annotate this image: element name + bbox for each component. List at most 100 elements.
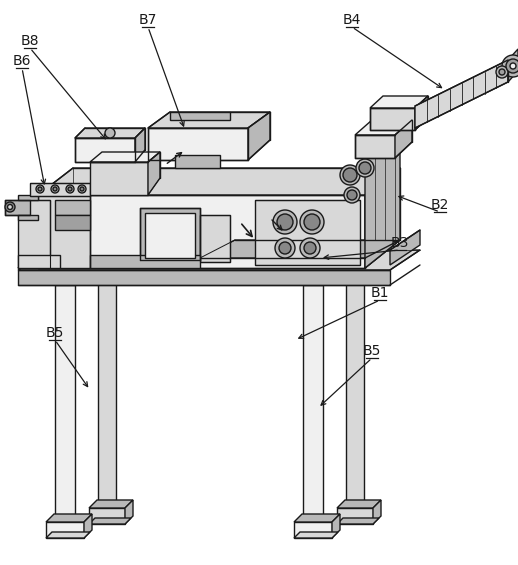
Polygon shape [90,255,200,268]
Polygon shape [55,215,90,230]
Polygon shape [255,200,360,265]
Text: B5: B5 [46,326,64,340]
Circle shape [359,162,371,174]
Polygon shape [365,125,415,150]
Polygon shape [415,60,508,128]
Polygon shape [148,112,270,128]
Circle shape [66,185,74,193]
Polygon shape [337,500,381,508]
Circle shape [38,187,42,191]
Polygon shape [135,128,145,162]
Circle shape [496,66,508,78]
Polygon shape [90,152,160,162]
Polygon shape [294,514,340,522]
Polygon shape [294,522,332,538]
Polygon shape [248,112,270,160]
Polygon shape [200,240,400,258]
Polygon shape [148,152,160,195]
Polygon shape [365,168,400,268]
Polygon shape [18,255,60,268]
Polygon shape [508,49,518,82]
Polygon shape [355,120,412,135]
Polygon shape [89,500,133,508]
Circle shape [5,202,15,212]
Polygon shape [18,195,38,200]
Circle shape [502,55,518,77]
Polygon shape [46,514,92,522]
Circle shape [347,190,357,200]
Polygon shape [55,285,75,522]
Circle shape [273,210,297,234]
Circle shape [105,128,115,138]
Polygon shape [355,135,395,158]
Circle shape [7,205,12,210]
Polygon shape [46,522,84,538]
Polygon shape [148,128,248,160]
Polygon shape [75,128,145,138]
Circle shape [506,59,518,73]
Text: B1: B1 [371,286,389,300]
Circle shape [304,214,320,230]
Circle shape [510,63,516,69]
Polygon shape [303,285,323,522]
Polygon shape [90,162,148,195]
Polygon shape [170,112,230,120]
Polygon shape [370,96,428,108]
Circle shape [36,185,44,193]
Polygon shape [145,213,195,258]
Polygon shape [89,508,125,524]
Polygon shape [200,215,230,262]
Polygon shape [18,262,66,268]
Circle shape [78,185,86,193]
Polygon shape [395,120,412,158]
Polygon shape [38,195,365,268]
Text: B2: B2 [431,198,449,212]
Polygon shape [18,250,420,270]
Circle shape [275,238,295,258]
Circle shape [343,168,357,182]
Polygon shape [140,208,200,260]
Polygon shape [18,200,50,268]
Circle shape [279,242,291,254]
Circle shape [499,69,505,75]
Polygon shape [337,518,379,524]
Polygon shape [337,508,373,524]
Polygon shape [98,271,116,508]
Polygon shape [46,532,90,538]
Text: B4: B4 [343,13,361,27]
Polygon shape [18,215,38,220]
Circle shape [340,165,360,185]
Polygon shape [294,532,338,538]
Polygon shape [84,514,92,538]
Circle shape [51,185,59,193]
Polygon shape [365,125,400,268]
Polygon shape [38,168,400,195]
Polygon shape [55,200,90,215]
Circle shape [68,187,72,191]
Polygon shape [18,270,390,285]
Circle shape [300,238,320,258]
Polygon shape [332,514,340,538]
Text: B8: B8 [21,34,39,48]
Polygon shape [5,200,30,215]
Polygon shape [370,108,415,130]
Text: B5: B5 [363,344,381,358]
Circle shape [356,159,374,177]
Polygon shape [75,138,135,162]
Polygon shape [346,271,364,508]
Polygon shape [373,500,381,524]
Circle shape [304,242,316,254]
Polygon shape [415,96,428,130]
Polygon shape [390,230,420,265]
Polygon shape [125,500,133,524]
Text: B7: B7 [139,13,157,27]
Polygon shape [89,518,131,524]
Text: B3: B3 [391,236,409,250]
Circle shape [300,210,324,234]
Circle shape [53,187,57,191]
Polygon shape [38,195,90,268]
Circle shape [344,187,360,203]
Circle shape [277,214,293,230]
Polygon shape [175,155,220,168]
Circle shape [80,187,84,191]
